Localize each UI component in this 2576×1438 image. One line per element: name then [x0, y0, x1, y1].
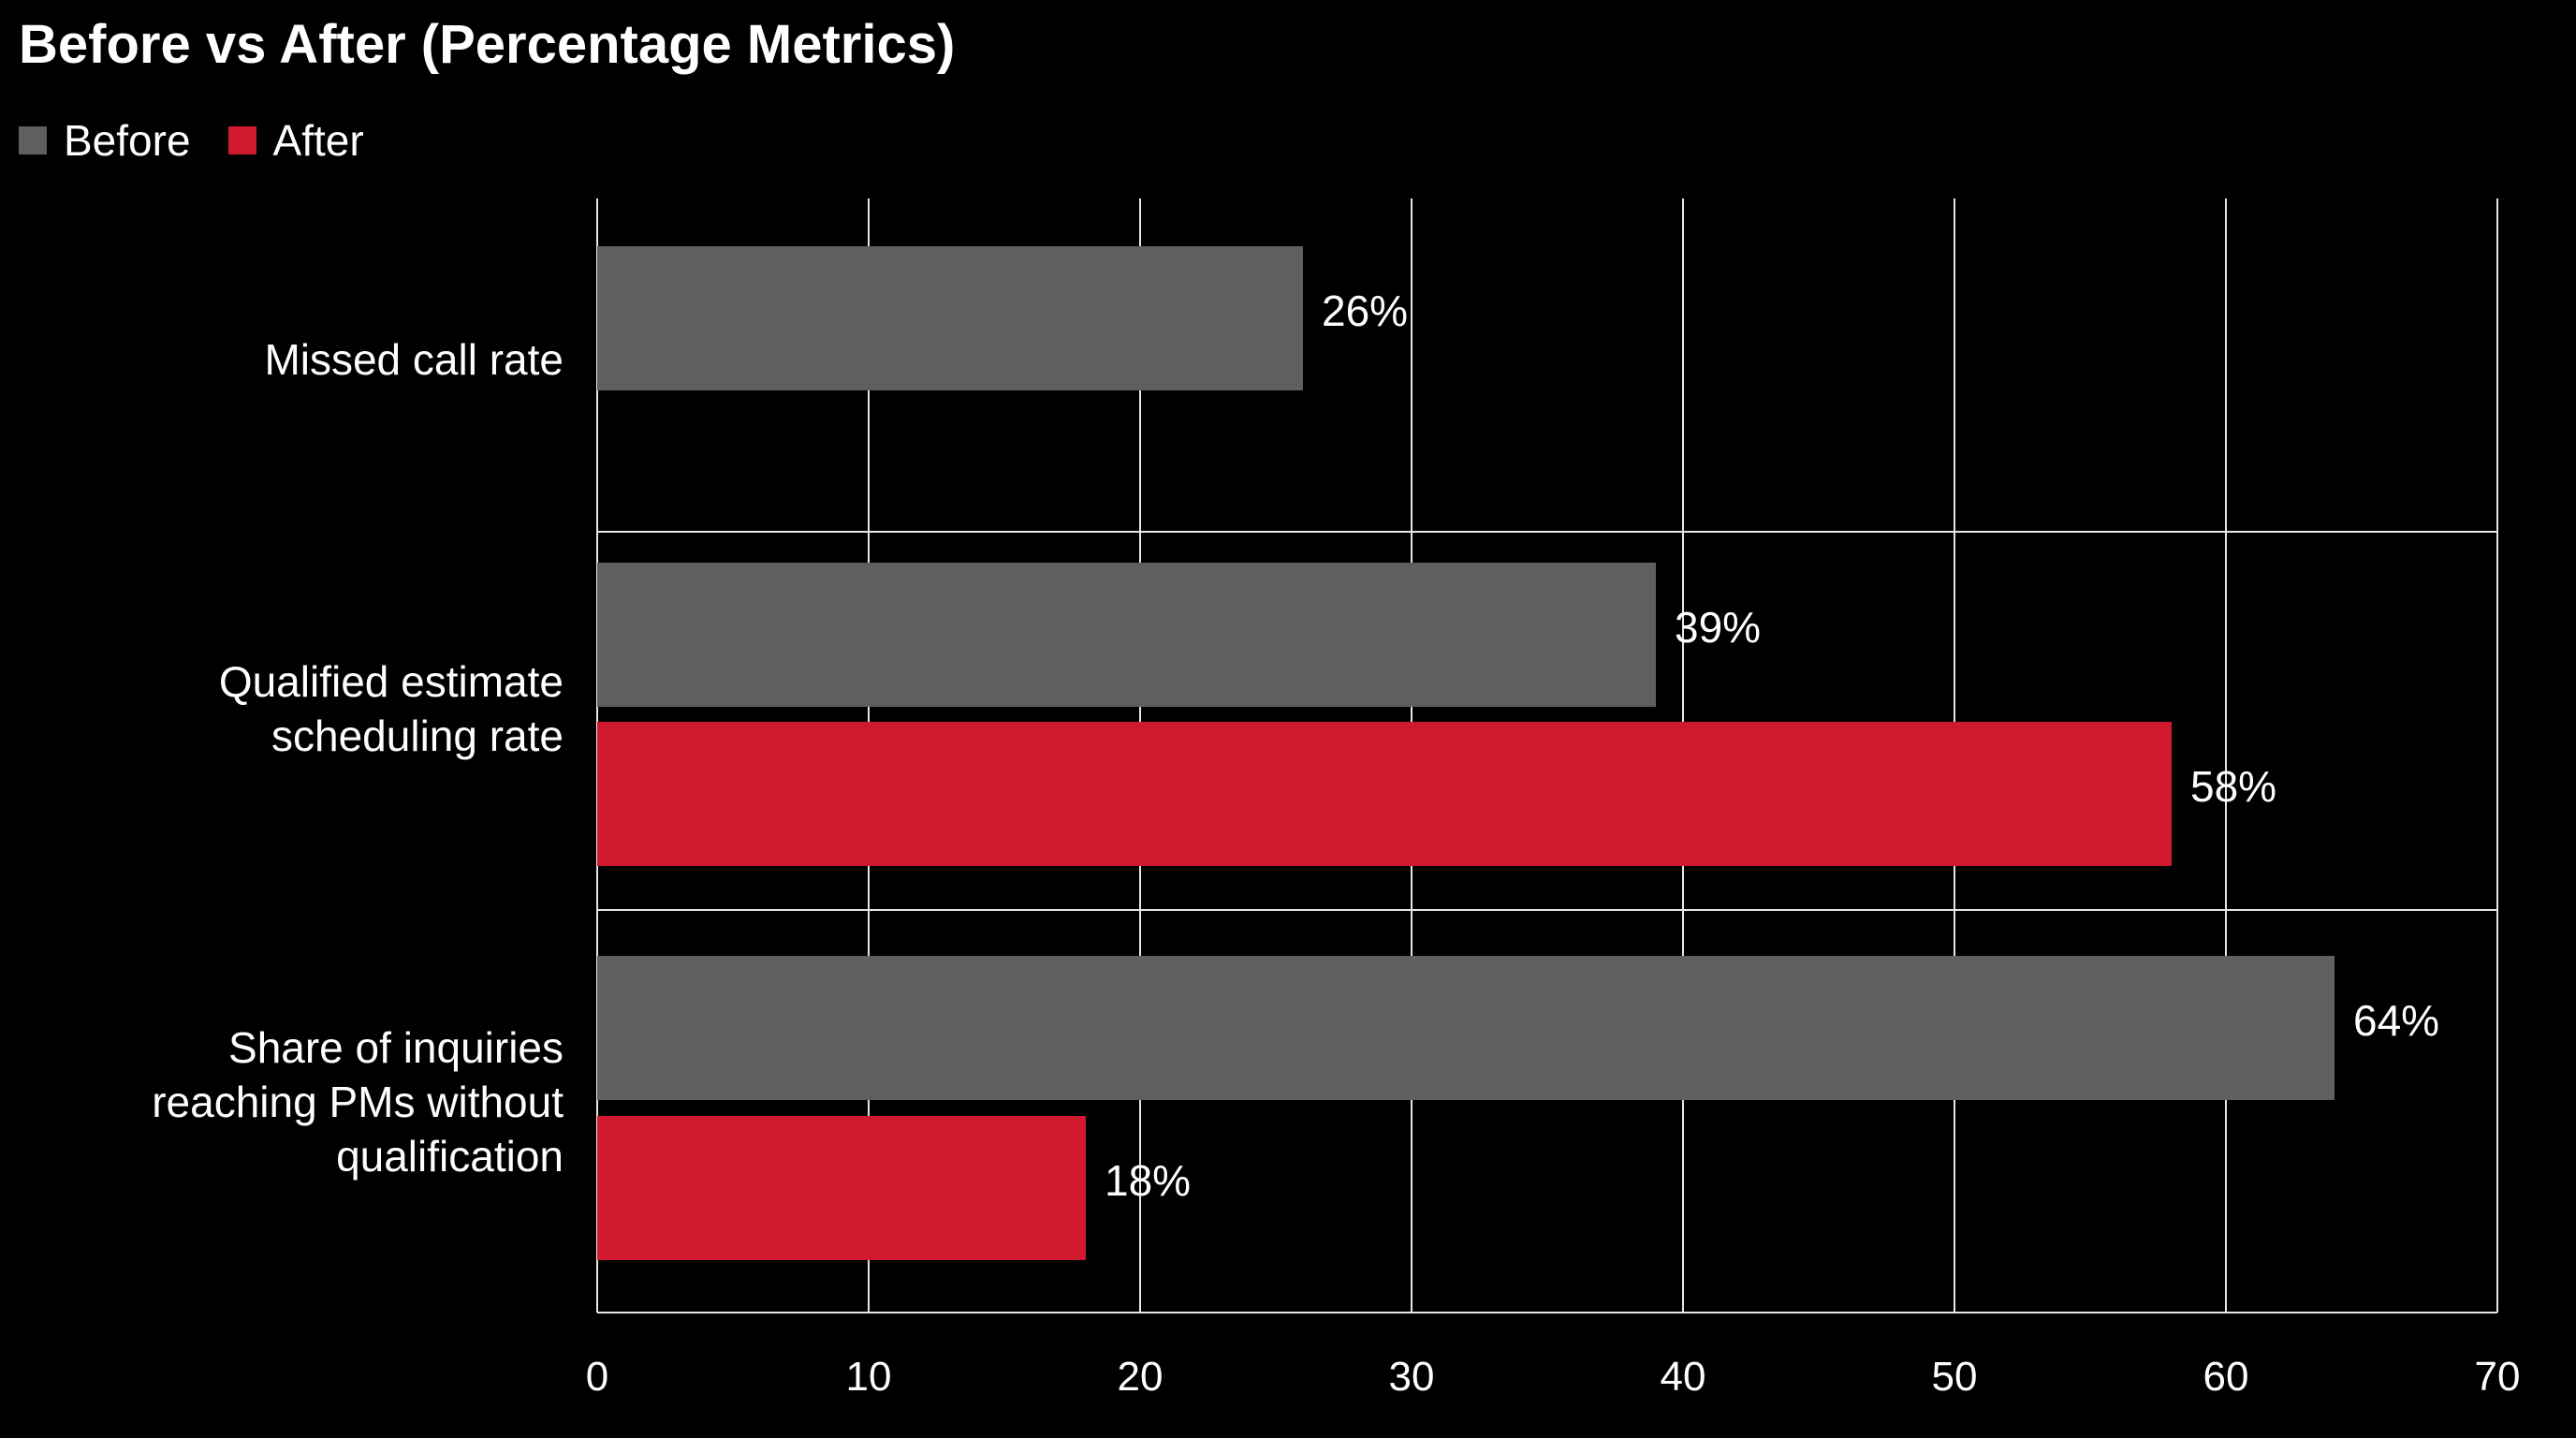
value-label-after-2: 18%	[1105, 1156, 1191, 1205]
category-label-0: Missed call rate	[264, 335, 564, 384]
bar-after-1	[597, 722, 2172, 866]
category-label-line: Share of inquiries	[228, 1023, 564, 1072]
category-label-2: Share of inquiries reaching PMs without qu…	[152, 1023, 564, 1181]
value-label-before-2: 64%	[2353, 996, 2439, 1045]
x-tick-label-60: 60	[2203, 1354, 2249, 1400]
value-label-before-1: 39%	[1675, 603, 1761, 652]
legend-item-after: After	[227, 115, 364, 166]
category-label-line: qualification	[336, 1132, 564, 1181]
value-label-before-0: 26%	[1322, 286, 1408, 335]
legend-swatch-after	[227, 126, 256, 154]
category-label-line: Qualified estimate	[219, 657, 564, 706]
category-label-line: reaching PMs without	[152, 1078, 564, 1126]
x-tick-label-70: 70	[2475, 1354, 2521, 1400]
x-tick-label-0: 0	[586, 1354, 608, 1400]
legend-label-before: Before	[64, 116, 191, 165]
x-tick-label-40: 40	[1661, 1354, 1706, 1400]
bar-before-2	[597, 956, 2334, 1100]
legend-label-after: After	[272, 116, 364, 165]
bar-after-2	[597, 1116, 1086, 1260]
legend-swatch-before	[19, 126, 47, 154]
x-tick-label-20: 20	[1118, 1354, 1164, 1400]
category-label-1: Qualified estimate scheduling rate	[219, 657, 564, 760]
category-label-line: scheduling rate	[271, 712, 564, 760]
bar-before-1	[597, 563, 1656, 707]
x-tick-label-30: 30	[1389, 1354, 1435, 1400]
legend: Before After	[19, 110, 402, 170]
category-label-line: Missed call rate	[264, 335, 564, 384]
chart-title: Before vs After (Percentage Metrics)	[19, 14, 956, 75]
legend-item-before: Before	[19, 115, 191, 166]
bar-before-0	[597, 246, 1303, 390]
x-tick-label-10: 10	[846, 1354, 892, 1400]
x-tick-label-50: 50	[1932, 1354, 1978, 1400]
value-label-after-1: 58%	[2190, 762, 2276, 811]
